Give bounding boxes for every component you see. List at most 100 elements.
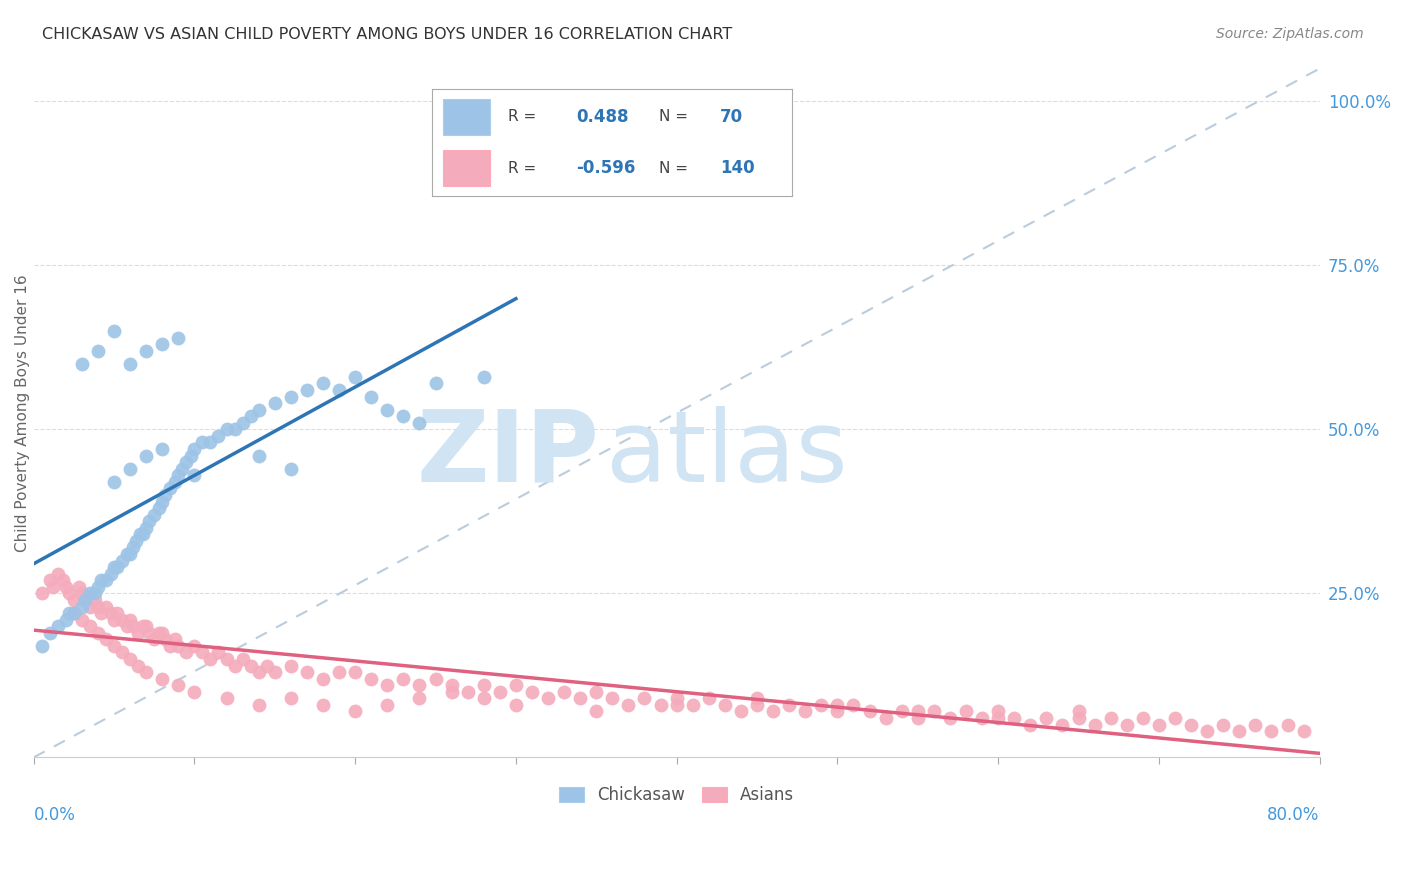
Point	[132, 527, 155, 541]
Point	[295, 383, 318, 397]
Point	[939, 711, 962, 725]
Point	[58, 586, 80, 600]
Point	[745, 691, 768, 706]
Point	[922, 705, 945, 719]
Point	[1067, 705, 1090, 719]
Point	[148, 625, 170, 640]
Point	[665, 698, 688, 712]
Point	[907, 705, 929, 719]
Point	[392, 672, 415, 686]
Point	[425, 376, 447, 391]
Point	[375, 698, 398, 712]
Point	[150, 494, 173, 508]
Point	[263, 665, 285, 679]
Point	[138, 625, 160, 640]
Point	[440, 685, 463, 699]
Point	[135, 665, 157, 679]
Point	[585, 685, 607, 699]
Point	[87, 343, 110, 358]
Point	[79, 599, 101, 614]
Point	[128, 527, 150, 541]
Point	[987, 711, 1010, 725]
Point	[46, 566, 69, 581]
Point	[224, 422, 246, 436]
Point	[90, 574, 112, 588]
Point	[103, 639, 125, 653]
Point	[505, 678, 527, 692]
Point	[79, 586, 101, 600]
Point	[180, 449, 202, 463]
Point	[970, 711, 993, 725]
Point	[70, 599, 93, 614]
Point	[73, 593, 96, 607]
Point	[120, 547, 142, 561]
Point	[103, 560, 125, 574]
Point	[38, 574, 60, 588]
Point	[111, 553, 134, 567]
Point	[122, 541, 145, 555]
Point	[778, 698, 800, 712]
Point	[31, 639, 53, 653]
Point	[176, 645, 198, 659]
Point	[408, 416, 430, 430]
Point	[105, 606, 128, 620]
Point	[62, 606, 84, 620]
Point	[553, 685, 575, 699]
Point	[150, 442, 173, 456]
Text: ZIP: ZIP	[416, 406, 599, 503]
Text: CHICKASAW VS ASIAN CHILD POVERTY AMONG BOYS UNDER 16 CORRELATION CHART: CHICKASAW VS ASIAN CHILD POVERTY AMONG B…	[42, 27, 733, 42]
Point	[103, 613, 125, 627]
Point	[94, 574, 117, 588]
Point	[1052, 717, 1074, 731]
Point	[70, 586, 93, 600]
Point	[215, 691, 238, 706]
Point	[159, 482, 181, 496]
Point	[472, 678, 495, 692]
Point	[730, 705, 752, 719]
Point	[810, 698, 832, 712]
Point	[155, 488, 177, 502]
Point	[1212, 717, 1234, 731]
Point	[111, 645, 134, 659]
Text: atlas: atlas	[606, 406, 848, 503]
Point	[440, 678, 463, 692]
Point	[73, 593, 96, 607]
Point	[120, 613, 142, 627]
Point	[67, 580, 90, 594]
Point	[375, 402, 398, 417]
Text: Source: ZipAtlas.com: Source: ZipAtlas.com	[1216, 27, 1364, 41]
Point	[280, 390, 302, 404]
Point	[1147, 717, 1170, 731]
Point	[520, 685, 543, 699]
Point	[955, 705, 977, 719]
Point	[1180, 717, 1202, 731]
Point	[176, 455, 198, 469]
Point	[247, 402, 270, 417]
Point	[191, 435, 214, 450]
Point	[312, 376, 335, 391]
Point	[1067, 711, 1090, 725]
Point	[138, 514, 160, 528]
Y-axis label: Child Poverty Among Boys Under 16: Child Poverty Among Boys Under 16	[15, 274, 30, 552]
Point	[232, 416, 254, 430]
Point	[200, 435, 222, 450]
Point	[312, 672, 335, 686]
Point	[256, 658, 278, 673]
Point	[207, 429, 229, 443]
Point	[875, 711, 897, 725]
Point	[183, 442, 205, 456]
Point	[375, 678, 398, 692]
Text: 0.0%: 0.0%	[34, 805, 76, 823]
Point	[1292, 724, 1315, 739]
Point	[87, 599, 110, 614]
Point	[408, 678, 430, 692]
Point	[263, 396, 285, 410]
Point	[100, 566, 122, 581]
Point	[890, 705, 912, 719]
Point	[280, 691, 302, 706]
Point	[90, 606, 112, 620]
Point	[344, 705, 367, 719]
Point	[215, 652, 238, 666]
Point	[70, 357, 93, 371]
Point	[150, 337, 173, 351]
